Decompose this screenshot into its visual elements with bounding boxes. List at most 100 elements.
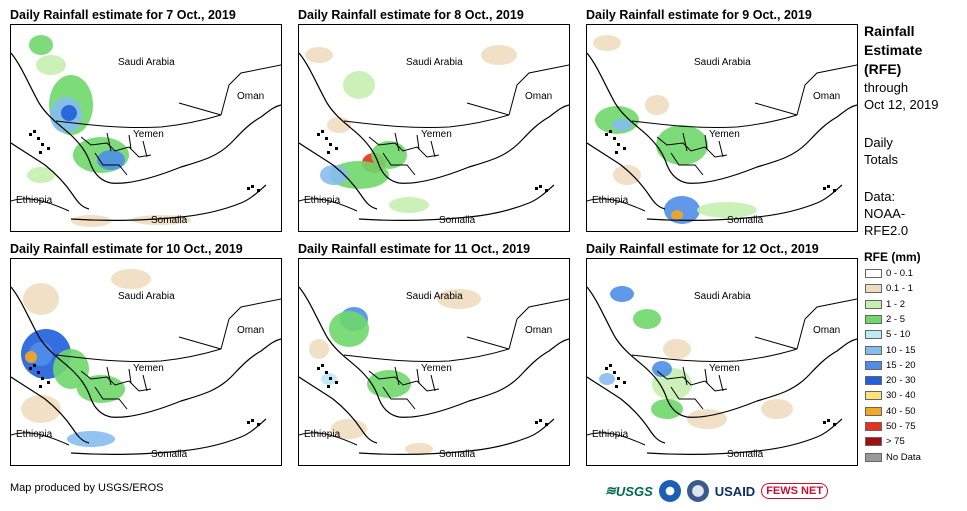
admin-border [80,370,152,392]
legend-label: 15 - 20 [886,359,916,371]
coastline [358,418,555,455]
legend-item: 20 - 30 [865,375,916,386]
map-label-oman: Oman [525,325,553,336]
legend-label: 5 - 10 [886,329,911,341]
legend-label: 50 - 75 [886,421,916,432]
island-mark [257,423,260,426]
island-mark [827,185,830,188]
map-label-saudi: Saudi Arabia [118,57,175,68]
rainfall-area [367,370,411,398]
island-mark [37,137,40,140]
panel-title-4: Daily Rainfall estimate for 10 Oct., 201… [10,242,243,256]
admin-border [670,386,704,410]
island-mark [613,371,616,374]
rainfall-area [481,45,517,65]
rainfall-area [633,309,661,329]
rainfall-area [697,202,757,218]
island-mark [325,137,328,140]
side-data-2: NOAA- [864,206,906,221]
side-data-3: RFE2.0 [864,223,909,238]
map-panel-5: Saudi Arabia Oman Yemen Ethiopia Somalia [298,258,570,466]
island-mark [335,147,338,150]
island-mark [327,385,330,388]
map-label-oman: Oman [813,91,841,102]
rainfall-area [761,399,793,419]
map-panel-1: Saudi Arabia Oman Yemen Ethiopia Somalia [10,24,282,232]
map-label-ethiopia: Ethiopia [16,195,53,206]
legend-label: 1 - 2 [886,298,906,310]
panel-title-2: Daily Rainfall estimate for 8 Oct., 2019 [298,8,524,22]
admin-border [656,370,728,392]
panel-title-3: Daily Rainfall estimate for 9 Oct., 2019 [586,8,812,22]
legend-swatch [865,452,882,462]
island-mark [257,189,260,192]
coastline [587,286,857,418]
island-mark [325,371,328,374]
island-mark [39,151,42,154]
rainfall-area [645,95,669,115]
side-data: Data: NOAA- RFE2.0 [864,188,908,239]
coastline [11,52,281,184]
admin-border [394,366,436,392]
admin-border [587,198,646,212]
legend-swatch [865,406,882,416]
map-label-yemen: Yemen [709,363,740,374]
legend-swatch [865,437,882,447]
admin-border [466,102,510,116]
side-daily: Daily Totals [864,134,898,168]
legend-swatch [865,345,882,355]
side-title-line3: (RFE) [864,61,902,77]
map-svg [11,269,281,455]
legend-label: 40 - 50 [886,405,916,417]
admin-border [11,432,70,446]
map-label-ethiopia: Ethiopia [592,429,629,440]
island-mark [609,130,612,133]
map-label-oman: Oman [525,91,553,102]
admin-border [796,298,857,350]
island-mark [317,367,320,370]
admin-border [631,348,798,363]
admin-border [11,198,70,212]
island-mark [317,133,320,136]
admin-border [670,152,704,176]
map-label-saudi: Saudi Arabia [406,57,463,68]
map-label-oman: Oman [237,91,265,102]
island-mark [29,133,32,136]
side-date: Oct 12, 2019 [864,97,939,112]
rainfall-area [599,373,615,385]
island-mark [833,189,836,192]
map-label-yemen: Yemen [709,129,740,140]
legend-item: 50 - 75 [865,421,916,432]
rainfall-area [389,197,429,213]
admin-border [106,132,148,158]
island-mark [623,147,626,150]
admin-border [55,114,222,129]
coastline [587,52,857,184]
coastline [11,142,90,210]
island-mark [823,187,826,190]
logo-bar: ≋ USGS USAID FEWS NET [605,478,829,504]
map-svg [299,45,569,221]
admin-border [466,336,510,350]
rainfall-area [613,165,641,185]
coastline [11,286,281,418]
map-label-saudi: Saudi Arabia [694,291,751,302]
legend-swatch [865,269,882,278]
map-label-yemen: Yemen [133,363,164,374]
island-mark [539,185,542,188]
rainfall-area [67,431,115,447]
side-through: through [864,80,909,95]
admin-border [587,432,646,446]
admin-border [368,370,440,392]
map-label-ethiopia: Ethiopia [16,429,53,440]
map-label-somalia: Somalia [727,215,764,226]
rainfall-area [663,339,691,359]
nasa-seal-logo [686,480,709,502]
map-label-oman: Oman [237,325,265,336]
legend-item: 0 - 0.1 [865,268,913,279]
admin-border [382,152,416,176]
map-label-oman: Oman [813,325,841,336]
legend-label: 20 - 30 [886,375,916,387]
admin-border [754,102,798,116]
noaa-logo [658,480,681,502]
